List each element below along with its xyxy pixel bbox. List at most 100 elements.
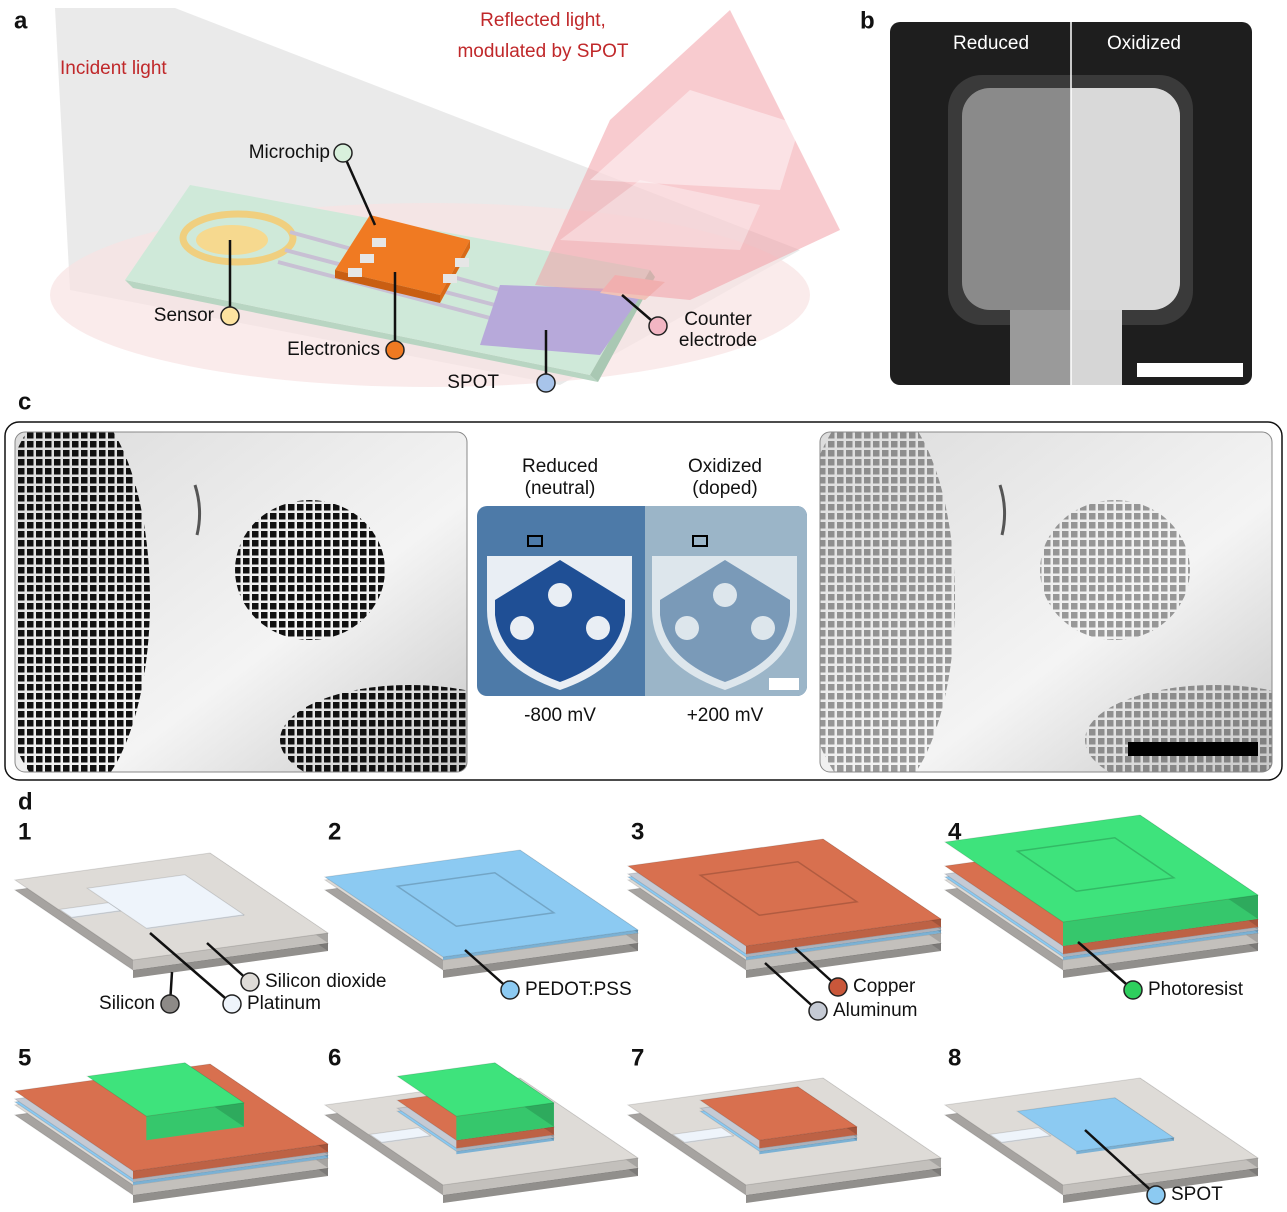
layer-top xyxy=(58,902,122,918)
circle-shape xyxy=(220,306,240,326)
layer-front xyxy=(746,919,941,954)
layer-shade xyxy=(1063,943,1258,978)
layer-shade xyxy=(133,1155,328,1185)
layer-front xyxy=(1001,1135,1051,1144)
label: b xyxy=(860,7,875,34)
ellipse-shape xyxy=(179,210,297,266)
layer-front xyxy=(1063,943,1258,978)
label: (neutral) xyxy=(525,478,596,499)
rect-shape xyxy=(692,535,708,547)
label: Incident light xyxy=(60,58,167,79)
layer-shade xyxy=(133,1152,328,1182)
label: +200 mV xyxy=(687,705,764,726)
layer-front xyxy=(381,1135,431,1144)
callout-label: Silicon dioxide xyxy=(265,971,386,992)
layer-top xyxy=(698,1086,859,1141)
layer-front xyxy=(133,1158,328,1195)
layer-front xyxy=(759,1134,857,1152)
callout-dot xyxy=(240,972,260,992)
layer-shade xyxy=(456,1137,554,1155)
g-shape xyxy=(820,432,1272,772)
path-shape xyxy=(998,484,1007,536)
layer-front xyxy=(133,943,328,978)
layer-front xyxy=(456,1137,554,1155)
layer-front xyxy=(1063,927,1258,957)
rect-shape xyxy=(348,268,362,277)
circle-shape xyxy=(648,316,668,336)
layer-shade xyxy=(1063,919,1258,954)
layer-shade xyxy=(746,930,941,960)
layer-top xyxy=(988,1127,1052,1143)
circle-shape xyxy=(333,143,353,163)
layer-front xyxy=(443,1158,638,1195)
layer-shade xyxy=(759,1134,857,1152)
layer-shade xyxy=(746,933,941,970)
layer-shade xyxy=(456,1102,554,1141)
circle-shape xyxy=(385,340,405,360)
layer-shade xyxy=(1063,895,1258,946)
callout-label: Photoresist xyxy=(1148,979,1244,1000)
callout-dot xyxy=(222,994,242,1014)
layer-front xyxy=(1076,1137,1174,1155)
label: c xyxy=(18,388,31,415)
label: Microchip xyxy=(249,142,330,163)
layer-front xyxy=(443,943,638,978)
rect-shape xyxy=(645,506,655,696)
layer-shade xyxy=(746,919,941,954)
path-shape xyxy=(1071,88,1180,310)
layer-top xyxy=(368,1127,432,1143)
circle-shape xyxy=(510,616,534,640)
step-number: 2 xyxy=(328,818,341,845)
ellipse-shape xyxy=(196,225,268,255)
layer-front xyxy=(746,1158,941,1195)
fabrication-steps: 1 Silicon dioxide Silicon Platinum 2 PEDOT:PS… xyxy=(13,814,1260,1205)
ellipse-shape xyxy=(1085,685,1272,772)
layer-top xyxy=(323,849,640,958)
label: SPOT xyxy=(447,372,499,393)
layer-shade xyxy=(443,930,638,960)
circle-shape xyxy=(586,616,610,640)
layer-front xyxy=(133,1155,328,1185)
layer-shade xyxy=(759,1137,857,1155)
layer-front xyxy=(746,1168,941,1203)
step-number: 7 xyxy=(631,1044,644,1071)
callout-label: Silicon xyxy=(99,993,155,1014)
layer-top xyxy=(85,1062,246,1117)
rect-shape xyxy=(14,431,468,773)
layer-top xyxy=(395,1062,556,1117)
layer-shade xyxy=(746,1168,941,1203)
line-shape xyxy=(277,260,491,320)
layer-front xyxy=(746,943,941,978)
layer-top xyxy=(671,1127,735,1143)
rect-shape xyxy=(372,238,386,247)
step-number: 4 xyxy=(948,818,962,845)
layer-front xyxy=(146,914,244,930)
rect-shape xyxy=(1128,742,1258,756)
layer-front xyxy=(746,927,941,957)
label: d xyxy=(18,788,33,815)
rect-shape xyxy=(1137,363,1243,377)
layer-shade xyxy=(456,1126,554,1149)
layer-shade xyxy=(1063,930,1258,960)
step-number: 1 xyxy=(18,818,31,845)
layer-front xyxy=(133,1144,328,1179)
circle-shape xyxy=(713,583,737,607)
label: a xyxy=(14,7,28,34)
layer-front xyxy=(443,933,638,970)
g-shape xyxy=(15,432,467,772)
polygon-shape xyxy=(335,270,440,303)
rect-shape xyxy=(455,258,469,267)
circle-shape xyxy=(751,616,775,640)
layer-front xyxy=(684,1135,734,1144)
g-shape xyxy=(820,432,1272,772)
callout-dot xyxy=(500,980,520,1000)
layer-shade xyxy=(759,1126,857,1149)
ellipse-shape xyxy=(820,432,955,772)
layer-shade xyxy=(133,1168,328,1203)
polygon-shape xyxy=(480,285,645,355)
callout-dot xyxy=(828,977,848,997)
path-shape xyxy=(193,484,202,536)
layer-front xyxy=(1063,1158,1258,1195)
callout-label: Platinum xyxy=(247,993,321,1014)
